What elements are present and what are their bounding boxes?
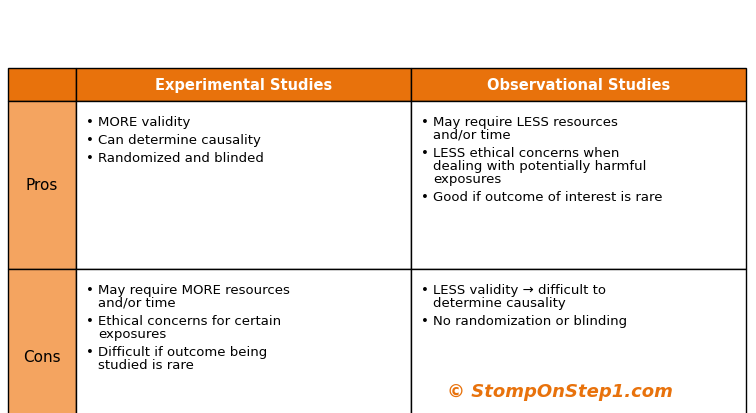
Text: exposures: exposures [98,327,166,340]
Text: May require LESS resources: May require LESS resources [433,116,618,129]
Bar [8,69,76,102]
Text: Randomized and blinded: Randomized and blinded [98,152,264,165]
Text: Difficult if outcome being: Difficult if outcome being [98,345,268,358]
Text: Good if outcome of interest is rare: Good if outcome of interest is rare [433,190,662,204]
Bar [411,269,746,413]
Text: •: • [421,190,429,204]
Text: •: • [421,283,429,296]
Text: •: • [86,116,94,129]
Text: •: • [421,147,429,159]
Text: MORE validity: MORE validity [98,116,191,129]
Text: •: • [86,283,94,296]
Text: May require MORE resources: May require MORE resources [98,283,290,296]
Text: No randomization or blinding: No randomization or blinding [433,314,627,327]
Text: and/or time: and/or time [98,296,175,309]
Text: •: • [421,314,429,327]
Bar [8,269,76,413]
Text: studied is rare: studied is rare [98,358,194,371]
Bar [411,69,746,102]
Bar [76,269,411,413]
Bar [76,69,411,102]
Text: •: • [421,116,429,129]
Text: and/or time: and/or time [433,129,510,142]
Text: Pros: Pros [26,178,58,193]
Text: © StompOnStep1.com: © StompOnStep1.com [447,382,673,400]
Text: •: • [86,314,94,327]
Bar [8,102,76,269]
Bar [411,102,746,269]
Text: •: • [86,152,94,165]
Text: •: • [86,345,94,358]
Text: Observational Studies: Observational Studies [487,78,670,93]
Text: dealing with potentially harmful: dealing with potentially harmful [433,159,646,173]
Text: Cons: Cons [23,349,60,364]
Text: Ethical concerns for certain: Ethical concerns for certain [98,314,281,327]
Text: •: • [86,134,94,147]
Text: Experimental Studies: Experimental Studies [155,78,332,93]
Text: LESS ethical concerns when: LESS ethical concerns when [433,147,619,159]
Text: LESS validity → difficult to: LESS validity → difficult to [433,283,606,296]
Text: determine causality: determine causality [433,296,565,309]
Text: exposures: exposures [433,173,501,185]
Bar [76,102,411,269]
Text: Can determine causality: Can determine causality [98,134,261,147]
